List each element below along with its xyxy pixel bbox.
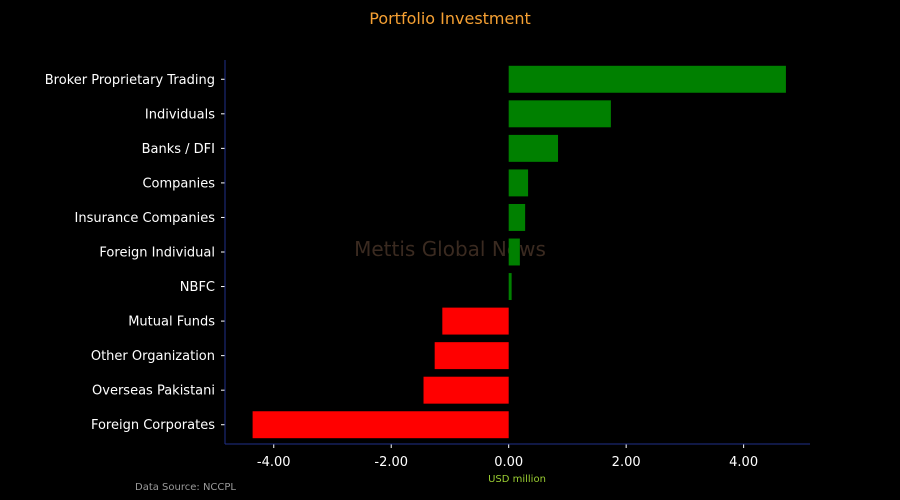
category-label: Insurance Companies bbox=[75, 211, 216, 226]
x-tick-label: 0.00 bbox=[494, 455, 523, 470]
x-tick-label: 4.00 bbox=[729, 455, 758, 470]
category-label: Other Organization bbox=[91, 349, 215, 364]
bar bbox=[508, 65, 786, 93]
chart-title: Portfolio Investment bbox=[369, 9, 531, 28]
category-label: Banks / DFI bbox=[142, 142, 215, 157]
bar bbox=[508, 134, 559, 162]
category-label: Foreign Corporates bbox=[91, 418, 215, 433]
bar bbox=[423, 376, 509, 404]
category-label: Individuals bbox=[145, 107, 215, 122]
x-tick-label: -2.00 bbox=[374, 455, 408, 470]
category-label: Companies bbox=[142, 176, 215, 191]
data-source-note: Data Source: NCCPL bbox=[135, 482, 236, 493]
x-axis-ticks: -4.00 -2.00 0.00 2.00 4.00 bbox=[257, 444, 758, 470]
bar-group bbox=[252, 65, 786, 439]
category-label: Foreign Individual bbox=[99, 246, 215, 261]
x-axis-label: USD million bbox=[488, 474, 546, 485]
x-tick-label: -4.00 bbox=[257, 455, 291, 470]
category-label: Overseas Pakistani bbox=[92, 384, 215, 399]
x-tick-label: 2.00 bbox=[612, 455, 641, 470]
bar bbox=[434, 342, 509, 370]
bar bbox=[508, 100, 611, 128]
category-label: Mutual Funds bbox=[128, 315, 215, 330]
bar bbox=[508, 169, 529, 197]
category-labels: Broker Proprietary Trading Individuals Ban… bbox=[45, 73, 225, 433]
bar bbox=[508, 203, 526, 231]
category-label: Broker Proprietary Trading bbox=[45, 73, 215, 88]
bar bbox=[508, 273, 512, 301]
bar bbox=[508, 238, 520, 266]
bar bbox=[252, 411, 509, 439]
category-label: NBFC bbox=[180, 280, 215, 295]
bar bbox=[442, 307, 509, 335]
